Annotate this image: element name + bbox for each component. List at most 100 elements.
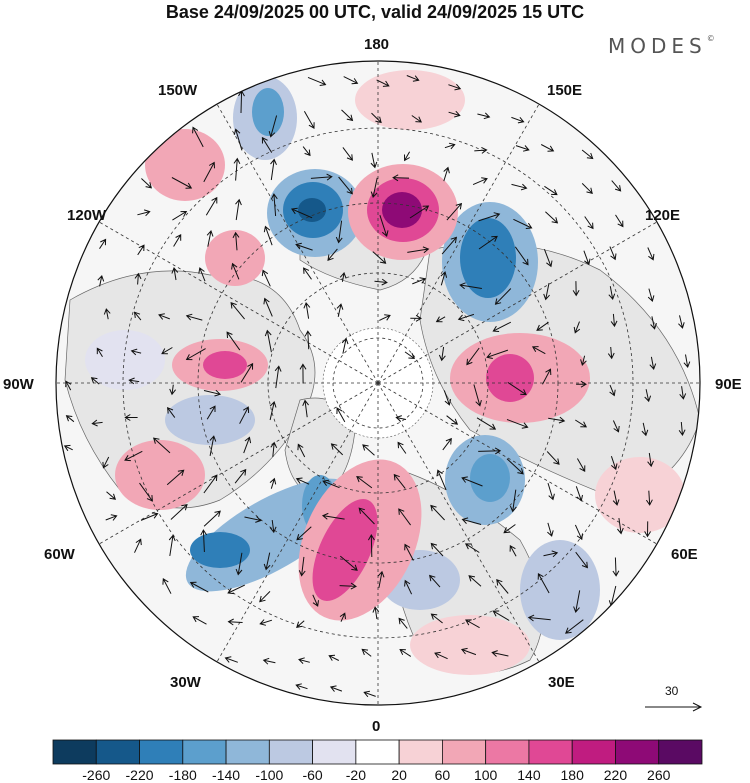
- lon-label-90e: 90E: [715, 376, 742, 393]
- wind-arrow: [610, 456, 618, 471]
- wind-arrow: [565, 619, 584, 634]
- wind-arrow: [128, 377, 140, 385]
- wind-arrow: [430, 613, 443, 624]
- lon-label-30e: 30E: [548, 674, 575, 691]
- lon-label-150w: 150W: [158, 82, 198, 99]
- wind-arrow: [537, 572, 550, 594]
- wind-arrow: [610, 313, 618, 328]
- wind-arrow: [259, 619, 273, 626]
- wind-arrow: [264, 329, 272, 353]
- wind-arrow: [457, 313, 475, 322]
- wind-arrow: [374, 278, 388, 286]
- lon-label-150e: 150E: [547, 82, 583, 99]
- wind-arrow: [543, 550, 559, 558]
- wind-arrow: [478, 235, 498, 250]
- wind-arrow: [641, 422, 649, 437]
- wind-arrows: [63, 75, 691, 698]
- wind-arrow: [492, 610, 510, 621]
- colorbar-swatch: [355, 739, 400, 765]
- wind-arrow: [270, 193, 278, 217]
- wind-arrow: [103, 308, 111, 320]
- wind-arrow: [466, 347, 480, 366]
- wind-arrow: [298, 657, 310, 664]
- wind-arrow: [547, 482, 555, 501]
- wind-arrow: [440, 271, 448, 286]
- wind-arrow: [328, 654, 340, 661]
- brand-mark: ©: [706, 34, 715, 43]
- wind-arrow: [200, 529, 208, 553]
- wind-arrow: [398, 617, 408, 629]
- wind-arrow: [356, 476, 373, 489]
- wind-arrow: [410, 314, 422, 322]
- wind-arrow: [513, 218, 533, 229]
- wind-arrow: [511, 116, 525, 124]
- lon-label-60w: 60W: [44, 546, 75, 563]
- wind-arrow: [536, 321, 549, 331]
- brand-logo: MODES©: [608, 34, 715, 58]
- wind-arrow: [441, 236, 458, 255]
- wind-arrow: [336, 407, 346, 423]
- lon-label-0: 0: [372, 718, 381, 735]
- wind-arrow: [303, 267, 312, 280]
- wind-arrow: [370, 152, 378, 169]
- wind-arrow: [134, 272, 142, 285]
- wind-arrow: [235, 198, 242, 221]
- lon-label-120w: 120W: [67, 207, 107, 224]
- wind-arrow: [404, 151, 411, 162]
- colorbar-label: 180: [560, 767, 584, 783]
- wind-arrow: [363, 690, 376, 698]
- wind-arrow: [644, 389, 652, 403]
- wind-arrow: [158, 313, 170, 320]
- wind-arrow: [162, 578, 172, 594]
- wind-arrow: [478, 212, 501, 222]
- colorbar-label: -180: [168, 767, 197, 783]
- wind-arrow: [96, 347, 103, 358]
- wind-arrow: [397, 441, 407, 454]
- wind-arrow: [167, 407, 176, 418]
- colorbar-label: -260: [82, 767, 111, 783]
- wind-arrow: [65, 380, 72, 391]
- anomaly-pos-9: [410, 615, 530, 675]
- wind-arrow: [198, 267, 206, 282]
- colorbar-label: -20: [345, 767, 366, 783]
- wind-arrow: [269, 520, 277, 534]
- wind-arrow: [544, 185, 558, 196]
- wind-arrow: [296, 620, 305, 628]
- wind-arrow: [430, 504, 445, 521]
- wind-arrow: [263, 225, 273, 246]
- wind-arrow: [134, 538, 142, 553]
- wind-arrow: [339, 612, 346, 622]
- colorbar-label: -220: [125, 767, 154, 783]
- wind-arrow: [443, 166, 450, 182]
- wind-arrow: [269, 477, 277, 489]
- wind-arrow: [438, 346, 446, 362]
- wind-arrow: [192, 126, 204, 148]
- wind-arrow: [105, 514, 118, 521]
- colorbar-swatch: [441, 739, 487, 765]
- wind-arrow: [540, 144, 555, 152]
- wind-arrow: [650, 316, 657, 330]
- wind-arrow: [270, 441, 278, 457]
- negative-anomalies: [85, 76, 600, 640]
- wind-arrow: [244, 516, 262, 523]
- wind-arrow: [124, 450, 143, 462]
- wind-arrow: [496, 579, 509, 594]
- wind-arrow: [243, 436, 252, 454]
- reference-vector-head: [692, 702, 703, 712]
- wind-arrow: [261, 269, 271, 287]
- wind-arrow: [448, 110, 461, 118]
- lon-label-30w: 30W: [170, 674, 201, 691]
- wind-arrow: [327, 248, 338, 261]
- wind-arrow: [446, 415, 459, 425]
- wind-arrow: [576, 458, 586, 473]
- wind-arrow: [542, 368, 552, 385]
- reference-vector-arrow: [645, 702, 703, 712]
- wind-arrow: [367, 534, 375, 558]
- colorbar-swatch: [615, 739, 660, 765]
- wind-arrow: [477, 112, 491, 120]
- wind-arrow: [468, 575, 482, 587]
- anomaly-pos-8: [595, 457, 685, 533]
- wind-arrow: [171, 177, 193, 189]
- wind-arrow: [399, 648, 412, 657]
- wind-arrow: [472, 177, 488, 186]
